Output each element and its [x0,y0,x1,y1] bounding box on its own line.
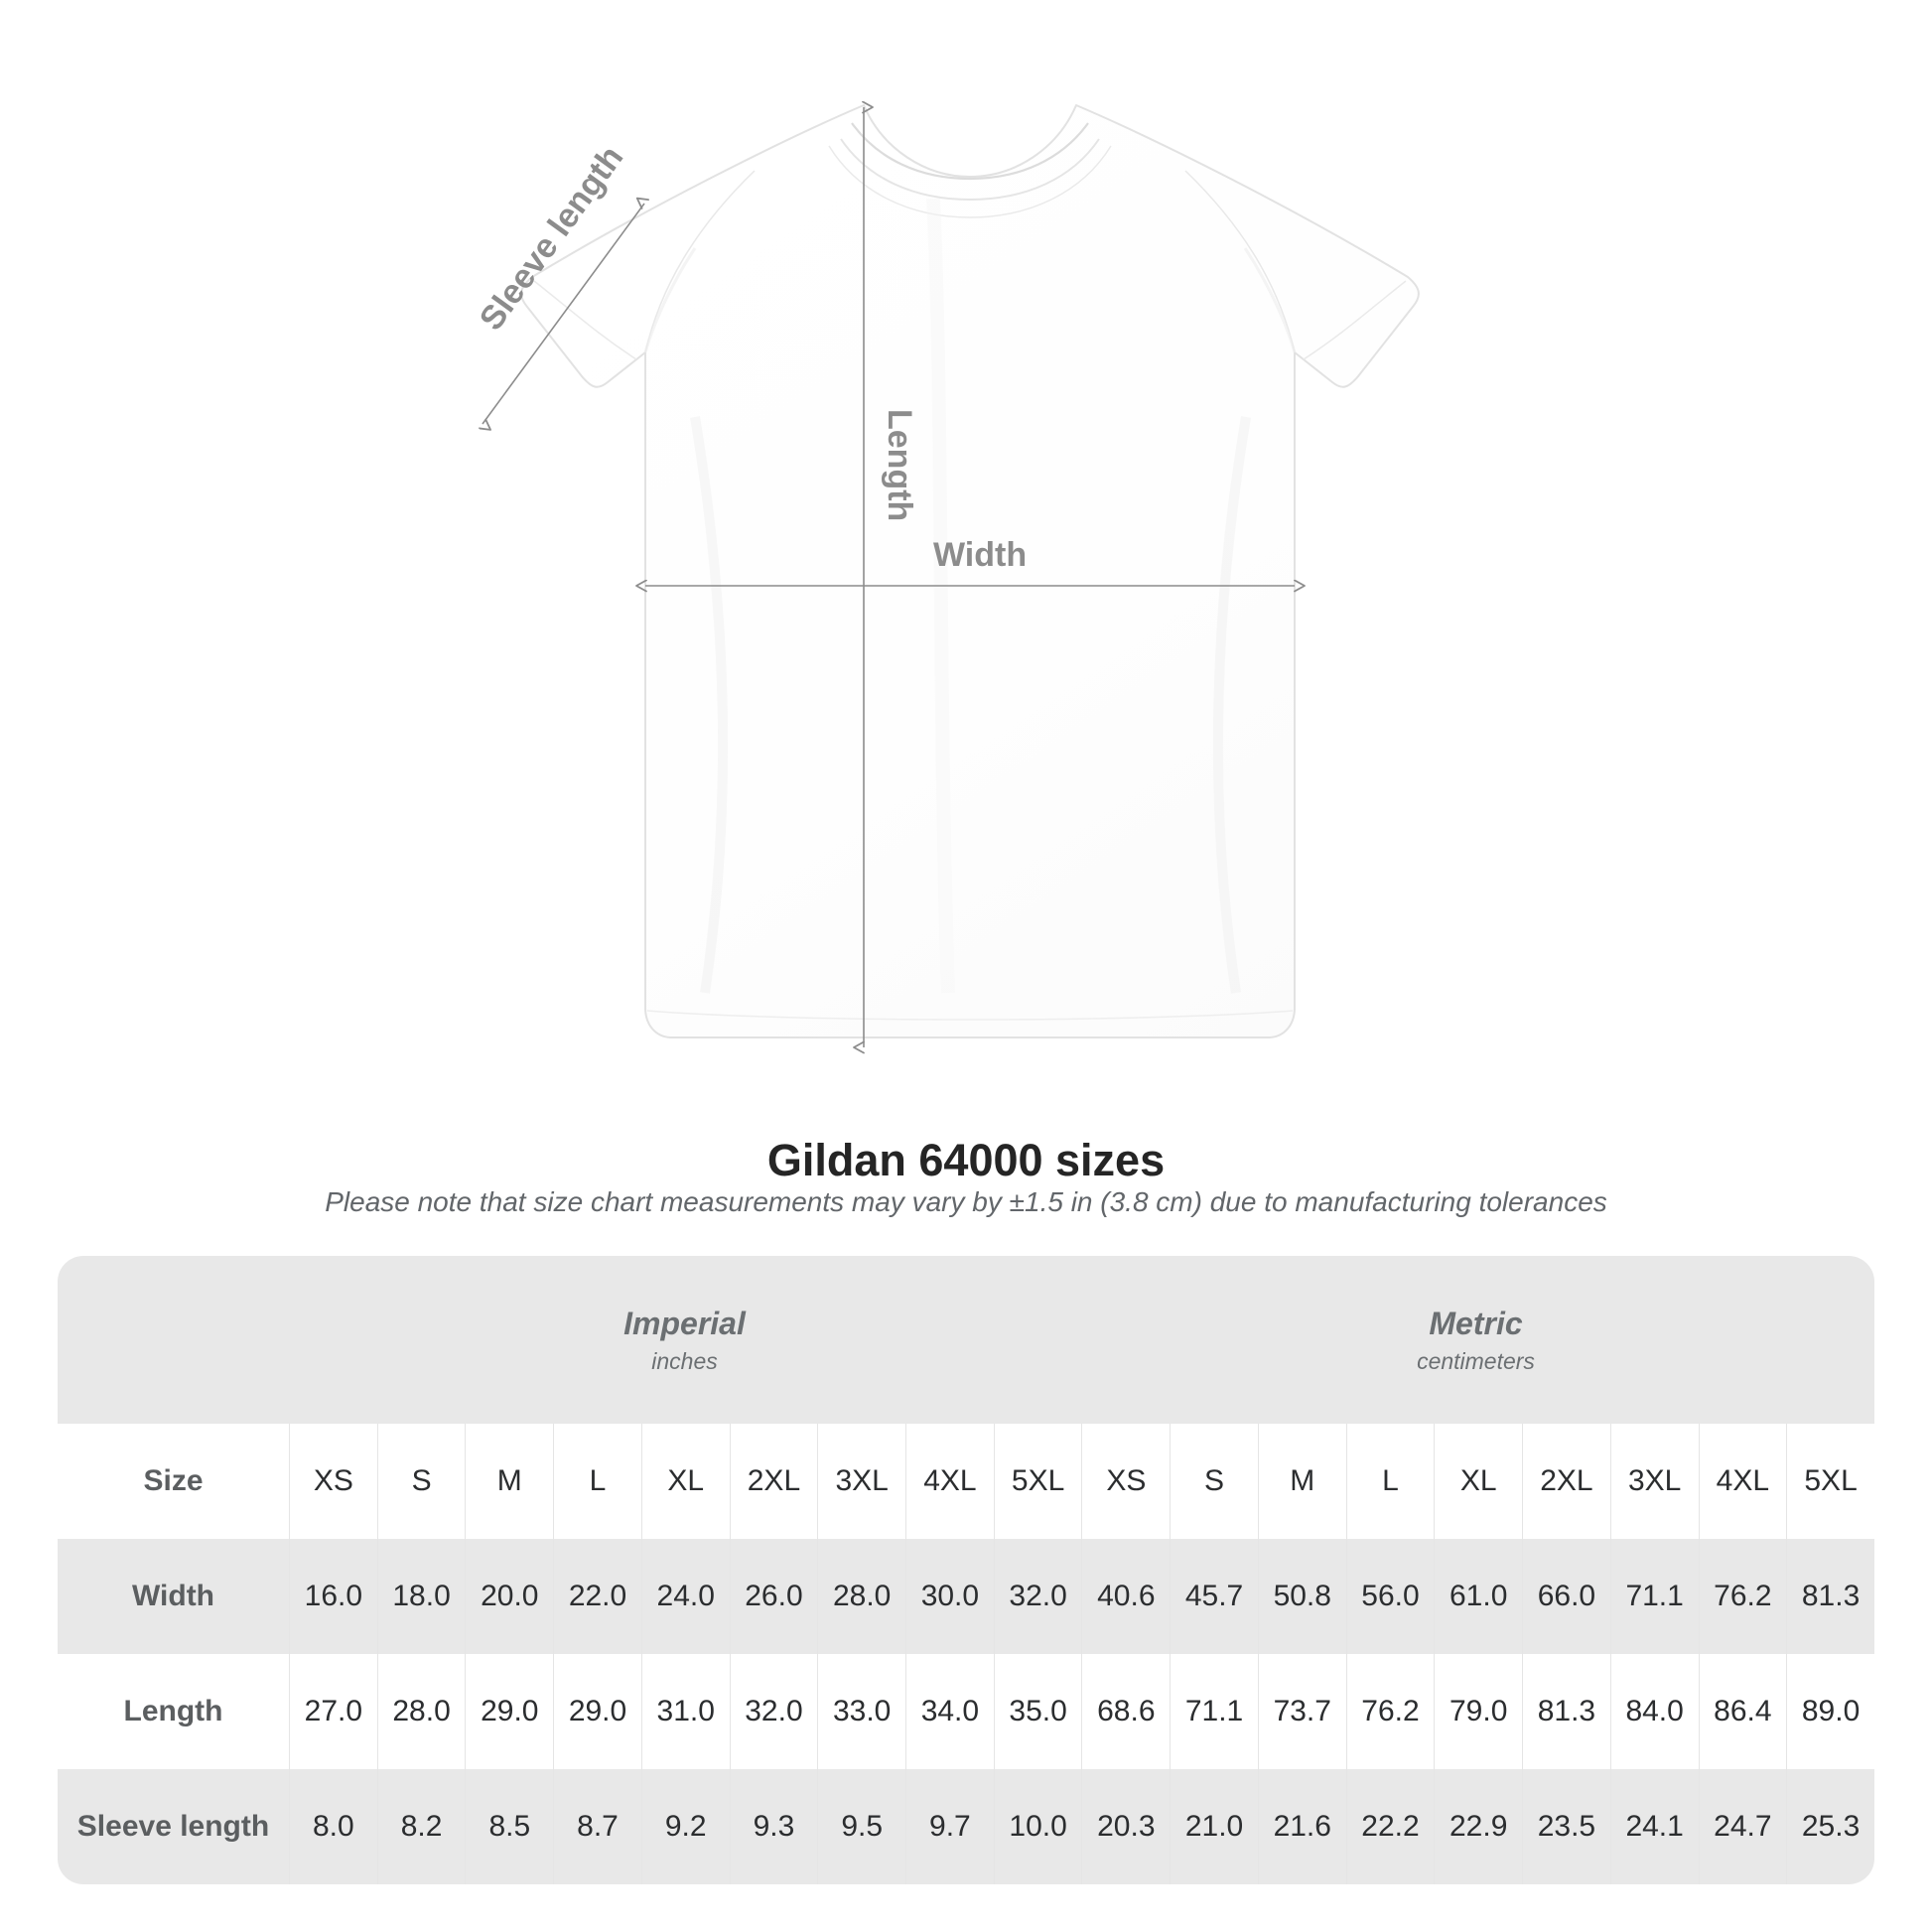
svg-text:Length: Length [881,409,918,521]
svg-text:Width: Width [933,536,1027,574]
